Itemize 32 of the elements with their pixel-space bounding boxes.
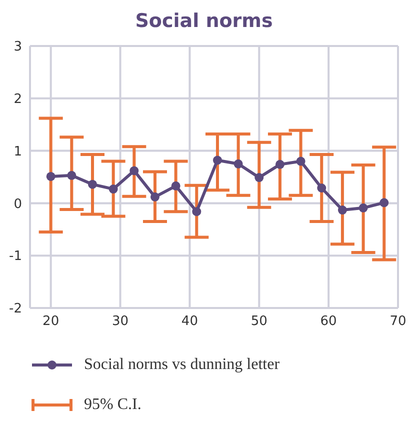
point [88,180,97,189]
y-tick-label: 1 [14,144,22,160]
legend-label: Social norms vs dunning letter [84,356,280,374]
y-tick-label: 2 [14,92,22,108]
point [150,192,160,202]
y-tick-label: -1 [9,249,22,264]
point [130,166,139,176]
y-tick-label: 0 [14,196,22,212]
x-tick-label: 20 [42,314,60,330]
point [67,170,76,180]
x-tick-label: 30 [112,314,129,330]
x-tick-label: 50 [250,314,268,330]
point [254,173,264,182]
x-tick-label: 40 [181,314,198,330]
chart-title: Social norms [134,9,274,34]
x-tick-label: 70 [390,314,406,330]
point [46,172,56,181]
point [380,198,389,208]
point [212,156,222,165]
point [317,184,326,193]
y-tick-label: 3 [14,40,22,55]
point [171,181,180,190]
point [338,206,347,215]
point [192,207,202,216]
x-tick-label: 60 [320,314,337,330]
point [358,203,368,212]
text: 95% C.I. [84,396,142,414]
point [296,156,306,166]
point [234,159,243,168]
point [108,184,118,194]
point [275,160,284,169]
y-tick-label: -2 [9,302,22,317]
